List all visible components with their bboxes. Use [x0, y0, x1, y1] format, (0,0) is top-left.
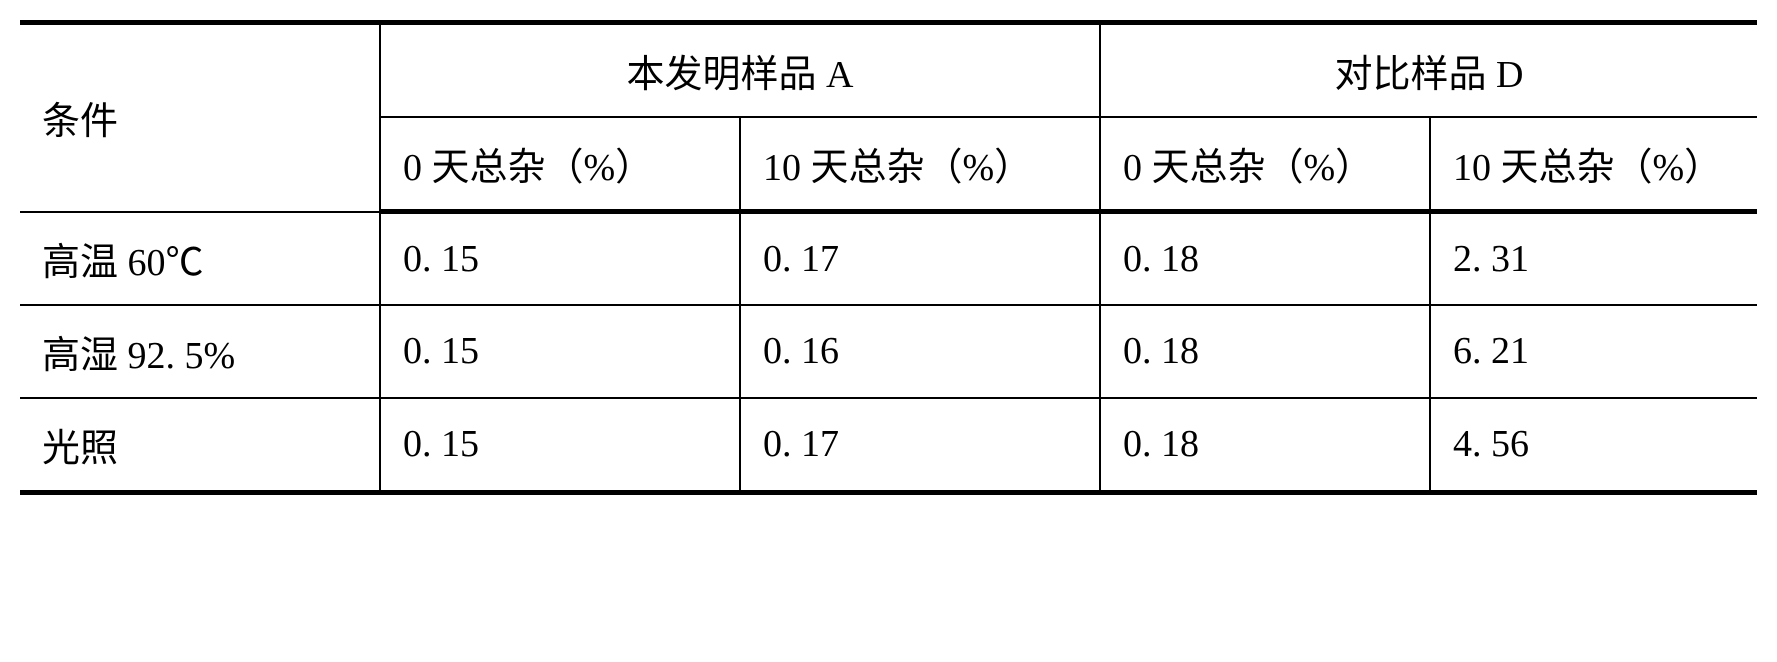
col-group-d-header: 对比样品 D [1100, 23, 1757, 118]
stability-table: 条件 本发明样品 A 对比样品 D 0 天总杂（%） 10 天总杂（%） 0 天… [20, 20, 1757, 495]
cell-condition: 光照 [20, 398, 380, 493]
cell-a-day10: 0. 16 [740, 305, 1100, 398]
table-row: 高温 60℃ 0. 15 0. 17 0. 18 2. 31 [20, 212, 1757, 305]
cell-d-day10: 2. 31 [1430, 212, 1757, 305]
table-row: 高湿 92. 5% 0. 15 0. 16 0. 18 6. 21 [20, 305, 1757, 398]
cell-d-day10: 6. 21 [1430, 305, 1757, 398]
col-group-a-header: 本发明样品 A [380, 23, 1100, 118]
cell-a-day0: 0. 15 [380, 305, 740, 398]
col-d-day10-header: 10 天总杂（%） [1430, 117, 1757, 212]
col-d-day0-header: 0 天总杂（%） [1100, 117, 1430, 212]
table-row: 光照 0. 15 0. 17 0. 18 4. 56 [20, 398, 1757, 493]
cell-d-day0: 0. 18 [1100, 398, 1430, 493]
cell-a-day0: 0. 15 [380, 212, 740, 305]
cell-d-day10: 4. 56 [1430, 398, 1757, 493]
col-a-day0-header: 0 天总杂（%） [380, 117, 740, 212]
cell-d-day0: 0. 18 [1100, 305, 1430, 398]
cell-condition: 高湿 92. 5% [20, 305, 380, 398]
cell-a-day10: 0. 17 [740, 398, 1100, 493]
cell-a-day0: 0. 15 [380, 398, 740, 493]
cell-d-day0: 0. 18 [1100, 212, 1430, 305]
table-header-row-1: 条件 本发明样品 A 对比样品 D [20, 23, 1757, 118]
cell-condition: 高温 60℃ [20, 212, 380, 305]
col-a-day10-header: 10 天总杂（%） [740, 117, 1100, 212]
cell-a-day10: 0. 17 [740, 212, 1100, 305]
col-condition-header: 条件 [20, 23, 380, 212]
